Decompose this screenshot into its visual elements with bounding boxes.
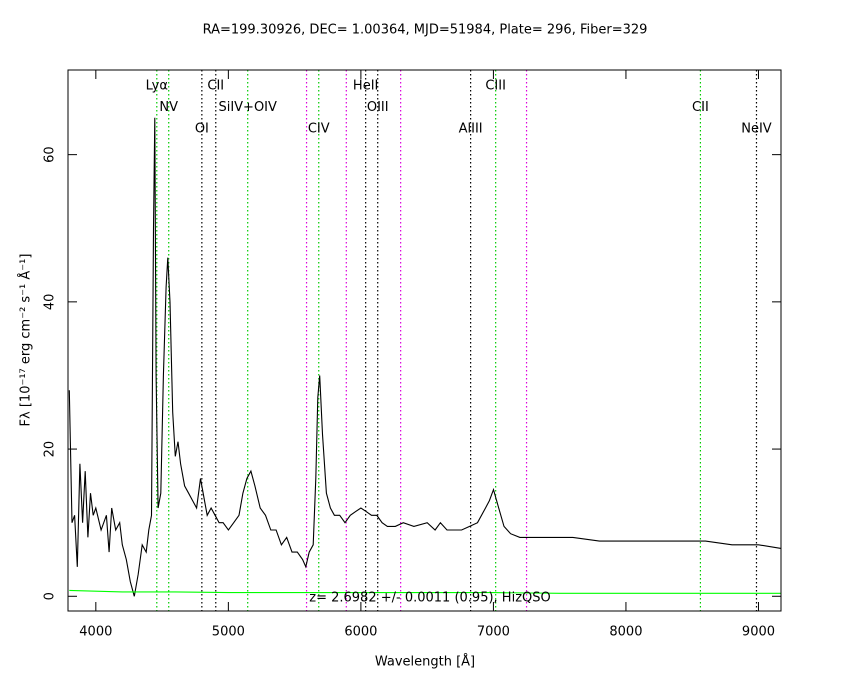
chart-title: RA=199.30926, DEC= 1.00364, MJD=51984, P…	[203, 23, 648, 38]
series-line	[68, 117, 782, 597]
spectral-line-label: CIV	[308, 122, 330, 137]
y-tick-label: 60	[43, 146, 58, 163]
spectral-line-label: Lyα	[146, 79, 168, 94]
plot-frame	[67, 69, 782, 612]
spectral-line-label: CII	[207, 79, 224, 94]
x-tick-label: 7000	[477, 625, 510, 640]
x-tick-label: 4000	[79, 625, 112, 640]
annotation: z= 2.6982 +/- 0.0011 (0.95), HizQSO	[309, 591, 550, 606]
series-line	[69, 589, 781, 594]
x-tick-label: 9000	[742, 625, 775, 640]
x-tick-label: 5000	[212, 625, 245, 640]
spectral-line-label: AlIII	[459, 122, 483, 137]
x-tick-label: 8000	[609, 625, 642, 640]
y-axis-label: Fλ [10⁻¹⁷ erg cm⁻² s⁻¹ Å⁻¹]	[18, 254, 34, 427]
y-tick-label: 20	[43, 441, 58, 458]
spectral-line-label: CII	[692, 100, 709, 115]
spectral-line-label: NeIV	[741, 122, 772, 137]
y-tick-label: 40	[43, 294, 58, 311]
spectral-line-label: SiIV+OIV	[218, 100, 277, 115]
spectral-line-label: NV	[159, 100, 178, 115]
x-tick-label: 6000	[344, 625, 377, 640]
spectral-line-label: OI	[195, 122, 209, 137]
spectral-line-label: OIII	[367, 100, 389, 115]
spectral-line-label: CIII	[485, 79, 506, 94]
y-tick-label: 0	[43, 592, 58, 600]
spectral-line-label: HeII	[353, 79, 378, 94]
x-axis-label: Wavelength [Å]	[375, 654, 475, 670]
